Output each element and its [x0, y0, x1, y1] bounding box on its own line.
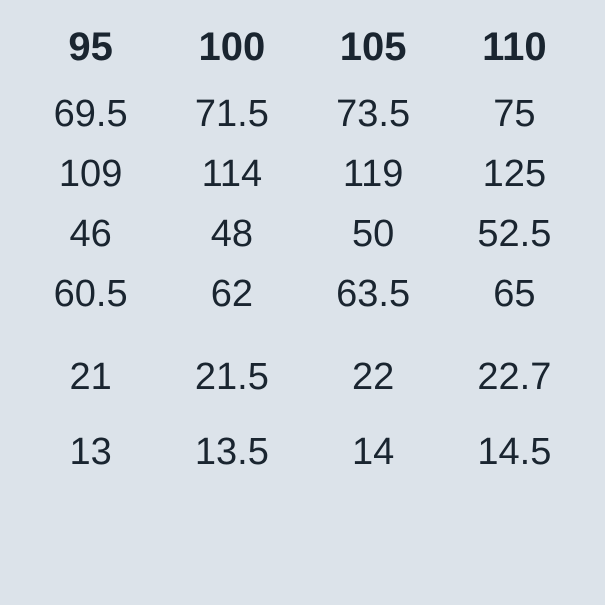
- table-cell: 21: [20, 324, 161, 399]
- table-cell: 60.5: [20, 264, 161, 324]
- data-table-container: 95 100 105 110 69.5 71.5 73.5 75 109 114…: [20, 25, 585, 474]
- table-cell: 13: [20, 399, 161, 474]
- table-cell: 14.5: [444, 399, 585, 474]
- table-cell: 22: [303, 324, 444, 399]
- table-row: 21 21.5 22 22.7: [20, 324, 585, 399]
- table-row: 13 13.5 14 14.5: [20, 399, 585, 474]
- table-cell: 46: [20, 204, 161, 264]
- table-header-row: 95 100 105 110: [20, 25, 585, 84]
- table-cell: 75: [444, 84, 585, 144]
- table-cell: 62: [161, 264, 302, 324]
- table-cell: 14: [303, 399, 444, 474]
- table-cell: 22.7: [444, 324, 585, 399]
- column-header: 100: [161, 25, 302, 84]
- table-cell: 50: [303, 204, 444, 264]
- column-header: 110: [444, 25, 585, 84]
- table-cell: 69.5: [20, 84, 161, 144]
- table-cell: 109: [20, 144, 161, 204]
- data-table: 95 100 105 110 69.5 71.5 73.5 75 109 114…: [20, 25, 585, 474]
- table-row: 60.5 62 63.5 65: [20, 264, 585, 324]
- column-header: 105: [303, 25, 444, 84]
- table-cell: 21.5: [161, 324, 302, 399]
- table-row: 109 114 119 125: [20, 144, 585, 204]
- table-cell: 63.5: [303, 264, 444, 324]
- table-row: 69.5 71.5 73.5 75: [20, 84, 585, 144]
- table-cell: 125: [444, 144, 585, 204]
- table-cell: 71.5: [161, 84, 302, 144]
- column-header: 95: [20, 25, 161, 84]
- table-cell: 114: [161, 144, 302, 204]
- table-cell: 119: [303, 144, 444, 204]
- table-cell: 13.5: [161, 399, 302, 474]
- table-cell: 73.5: [303, 84, 444, 144]
- table-row: 46 48 50 52.5: [20, 204, 585, 264]
- table-cell: 52.5: [444, 204, 585, 264]
- table-cell: 65: [444, 264, 585, 324]
- table-cell: 48: [161, 204, 302, 264]
